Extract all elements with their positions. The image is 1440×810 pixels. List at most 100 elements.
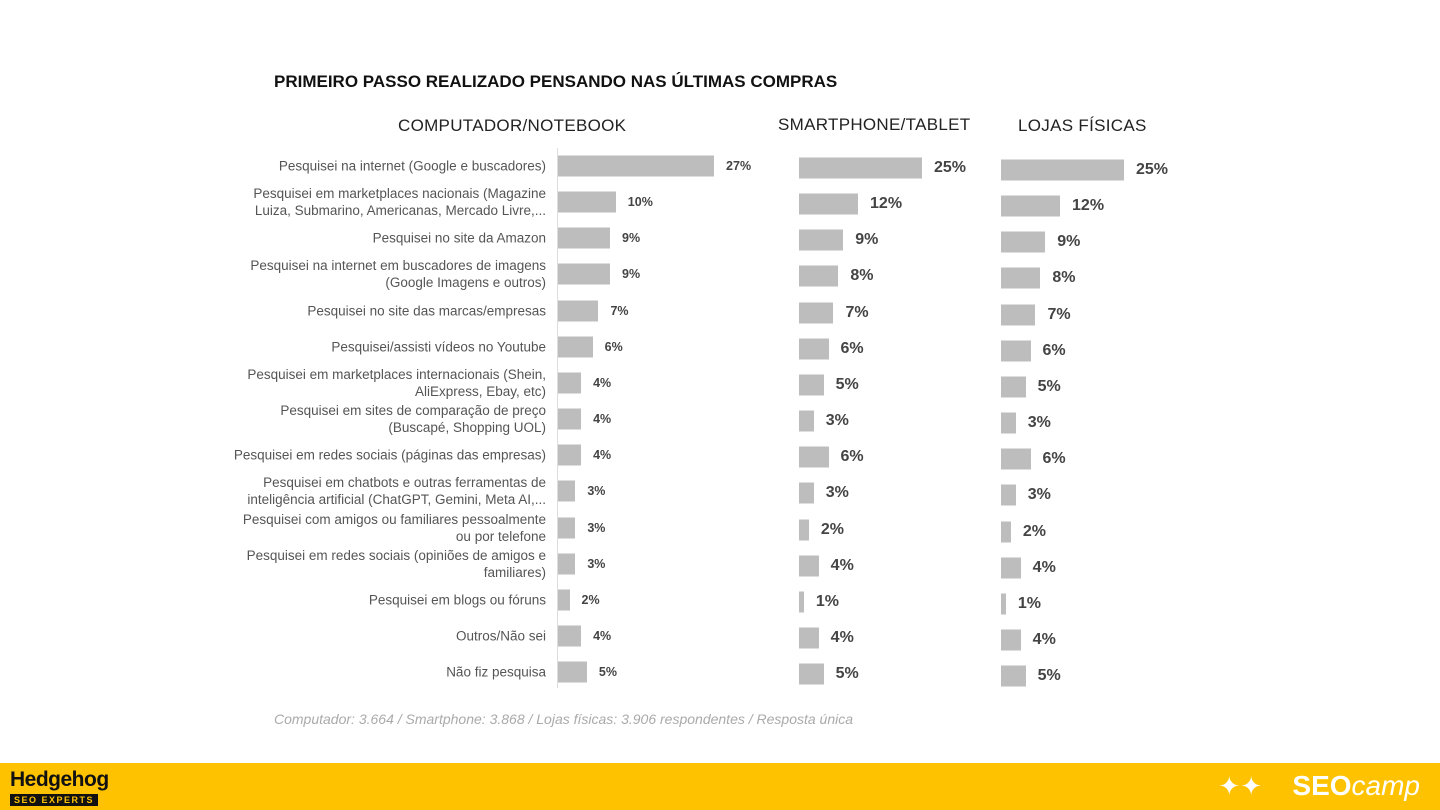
- category-label: Pesquisei em sites de comparação de preç…: [280, 403, 546, 436]
- footer-bar: Hedgehog SEO EXPERTS ✦✦ SEOcamp: [0, 763, 1440, 810]
- data-label: 3%: [587, 520, 606, 535]
- data-label: 5%: [1037, 667, 1061, 685]
- bar-2-11: [1001, 557, 1021, 579]
- bar-0-12: [558, 589, 570, 611]
- data-label: 10%: [627, 195, 653, 210]
- respondents-note: Computador: 3.664 / Smartphone: 3.868 / …: [274, 711, 854, 727]
- category-label: Pesquisei na internet (Google e buscador…: [278, 158, 546, 174]
- data-label: 4%: [593, 628, 612, 643]
- data-label: 12%: [870, 195, 903, 213]
- data-label: 3%: [1027, 486, 1051, 504]
- bar-0-8: [558, 444, 582, 466]
- bar-0-9: [558, 480, 576, 502]
- bar-0-5: [558, 336, 593, 358]
- category-label: Pesquisei em marketplaces nacionais (Mag…: [253, 186, 546, 219]
- data-label: 6%: [1042, 341, 1066, 359]
- category-label: Pesquisei em redes sociais (páginas das …: [233, 447, 546, 463]
- hedgehog-logo: Hedgehog: [10, 768, 109, 791]
- bar-2-5: [1001, 340, 1031, 362]
- category-label: Pesquisei em blogs ou fóruns: [368, 592, 546, 608]
- data-label: 3%: [587, 484, 606, 499]
- bar-2-2: [1001, 231, 1046, 253]
- data-label: 8%: [1052, 269, 1076, 287]
- data-label: 4%: [830, 628, 854, 646]
- bar-1-5: [799, 338, 829, 360]
- data-label: 6%: [840, 448, 864, 466]
- data-label: 4%: [1032, 630, 1056, 648]
- category-label: Pesquisei na internet em buscadores de i…: [250, 258, 546, 291]
- data-label: 7%: [610, 303, 629, 318]
- bar-1-11: [799, 555, 819, 577]
- bar-1-0: [799, 157, 922, 179]
- bar-1-3: [799, 265, 839, 287]
- column-header-stores: LOJAS FÍSICAS: [1018, 116, 1147, 135]
- bar-0-13: [558, 625, 582, 647]
- data-label: 5%: [835, 665, 859, 683]
- data-label: 4%: [593, 448, 612, 463]
- data-label: 8%: [850, 267, 874, 285]
- data-label: 4%: [593, 375, 612, 390]
- bar-0-14: [558, 661, 587, 683]
- data-label: 6%: [840, 339, 864, 357]
- bar-1-13: [799, 627, 819, 649]
- category-axis: [557, 148, 558, 688]
- category-label: Pesquisei em redes sociais (opiniões de …: [246, 547, 546, 580]
- data-label: 6%: [1042, 450, 1066, 468]
- bar-2-6: [1001, 376, 1026, 398]
- data-label: 12%: [1072, 197, 1105, 215]
- bar-1-8: [799, 446, 829, 468]
- data-label: 25%: [1136, 161, 1169, 178]
- bar-2-0: [1001, 159, 1124, 181]
- bar-1-7: [799, 410, 814, 432]
- column-header-computer: COMPUTADOR/NOTEBOOK: [398, 116, 627, 135]
- bar-1-12: [799, 591, 804, 613]
- data-label: 4%: [1032, 558, 1056, 576]
- data-label: 1%: [815, 592, 840, 610]
- bar-1-10: [799, 519, 809, 540]
- bar-2-13: [1001, 629, 1021, 651]
- bar-0-6: [558, 372, 582, 394]
- data-label: 25%: [934, 159, 967, 176]
- category-label: Pesquisei no site da Amazon: [372, 230, 546, 246]
- bar-1-6: [799, 374, 824, 396]
- seocamp-logo-bold: SEO: [1292, 770, 1352, 801]
- data-label: 6%: [604, 339, 623, 354]
- category-label: Outros/Não sei: [455, 628, 546, 644]
- data-label: 4%: [830, 556, 854, 574]
- data-label: 3%: [825, 412, 849, 430]
- hedgehog-logo-sub: SEO EXPERTS: [10, 794, 99, 806]
- column-header-smartphone: SMARTPHONE/TABLET: [778, 115, 971, 134]
- data-label: 9%: [1057, 233, 1081, 251]
- bar-2-9: [1001, 484, 1016, 506]
- bar-0-2: [558, 227, 611, 249]
- bar-1-2: [799, 229, 844, 251]
- bar-0-1: [558, 191, 616, 213]
- seocamp-logo: SEOcamp: [1292, 770, 1420, 802]
- bar-2-14: [1001, 665, 1026, 687]
- category-label: Não fiz pesquisa: [446, 664, 546, 680]
- data-label: 5%: [835, 375, 859, 393]
- data-label: 3%: [1027, 414, 1051, 432]
- bar-2-3: [1001, 267, 1041, 289]
- seocamp-logo-light: camp: [1351, 770, 1420, 801]
- data-label: 5%: [598, 665, 617, 680]
- data-label: 9%: [622, 267, 641, 282]
- data-label: 7%: [845, 303, 869, 321]
- category-label: Pesquisei/assisti vídeos no Youtube: [331, 339, 546, 355]
- data-label: 9%: [622, 231, 641, 246]
- category-label: Pesquisei com amigos ou familiares pesso…: [242, 511, 546, 544]
- data-label: 5%: [1037, 377, 1061, 395]
- chart-title: PRIMEIRO PASSO REALIZADO PENSANDO NAS ÚL…: [274, 72, 838, 91]
- bar-2-1: [1001, 195, 1061, 217]
- data-label: 2%: [581, 592, 600, 607]
- bar-1-14: [799, 663, 824, 685]
- bar-0-7: [558, 408, 582, 430]
- bar-2-4: [1001, 304, 1036, 326]
- bar-1-4: [799, 302, 834, 324]
- bar-0-3: [558, 263, 611, 285]
- category-label: Pesquisei em marketplaces internacionais…: [247, 366, 546, 399]
- data-label: 9%: [855, 231, 879, 249]
- data-label: 2%: [1022, 522, 1046, 540]
- data-label: 4%: [593, 412, 612, 427]
- bar-2-8: [1001, 448, 1031, 470]
